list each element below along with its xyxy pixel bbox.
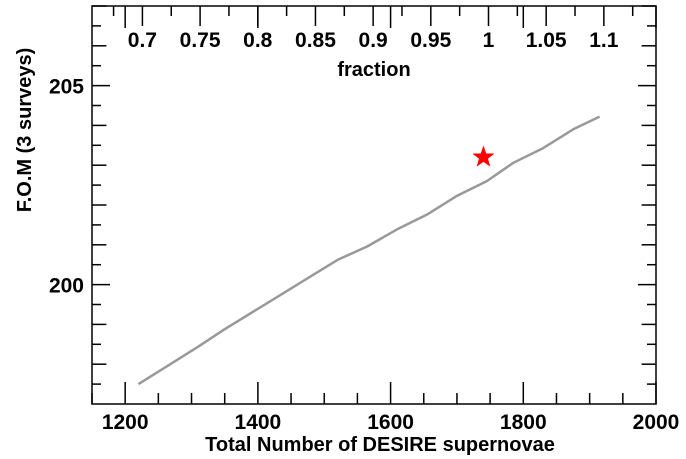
x-tick-label: 1200 bbox=[102, 411, 149, 434]
series-layer bbox=[137, 115, 601, 386]
axis-ticks bbox=[91, 5, 657, 404]
marker-layer bbox=[472, 145, 495, 167]
top-x-tick-label: 0.85 bbox=[295, 29, 336, 52]
star-marker bbox=[472, 145, 495, 167]
x-tick-label: 2000 bbox=[633, 411, 680, 434]
fom-series-line bbox=[137, 115, 601, 386]
x-tick-label: 1400 bbox=[235, 411, 282, 434]
top-x-tick-label: 0.7 bbox=[128, 29, 157, 52]
x-tick-label: 1600 bbox=[367, 411, 414, 434]
top-x-tick-label: 0.75 bbox=[180, 29, 221, 52]
y-tick-label: 205 bbox=[49, 76, 84, 99]
top-x-tick-label: 1.1 bbox=[589, 29, 619, 52]
top-x-tick-label: 0.9 bbox=[359, 29, 388, 52]
top-x-tick-label: 1 bbox=[483, 29, 495, 52]
x-tick-label: 1800 bbox=[500, 411, 547, 434]
top-x-tick-label: 0.8 bbox=[243, 29, 273, 52]
y-axis-title: F.O.M (3 surveys) bbox=[14, 48, 36, 213]
top-x-tick-label: 0.95 bbox=[410, 29, 451, 52]
y-tick-label: 200 bbox=[49, 275, 84, 298]
top-x-tick-label: 1.05 bbox=[526, 29, 567, 52]
top-x-axis-title: fraction bbox=[337, 59, 410, 81]
x-axis-title: Total Number of DESIRE supernovae bbox=[205, 434, 555, 456]
axis-tick-labels: 1200 1400 1600 1800 2000 200 205 0.7 0.75 0.8 0.85… bbox=[49, 29, 679, 434]
